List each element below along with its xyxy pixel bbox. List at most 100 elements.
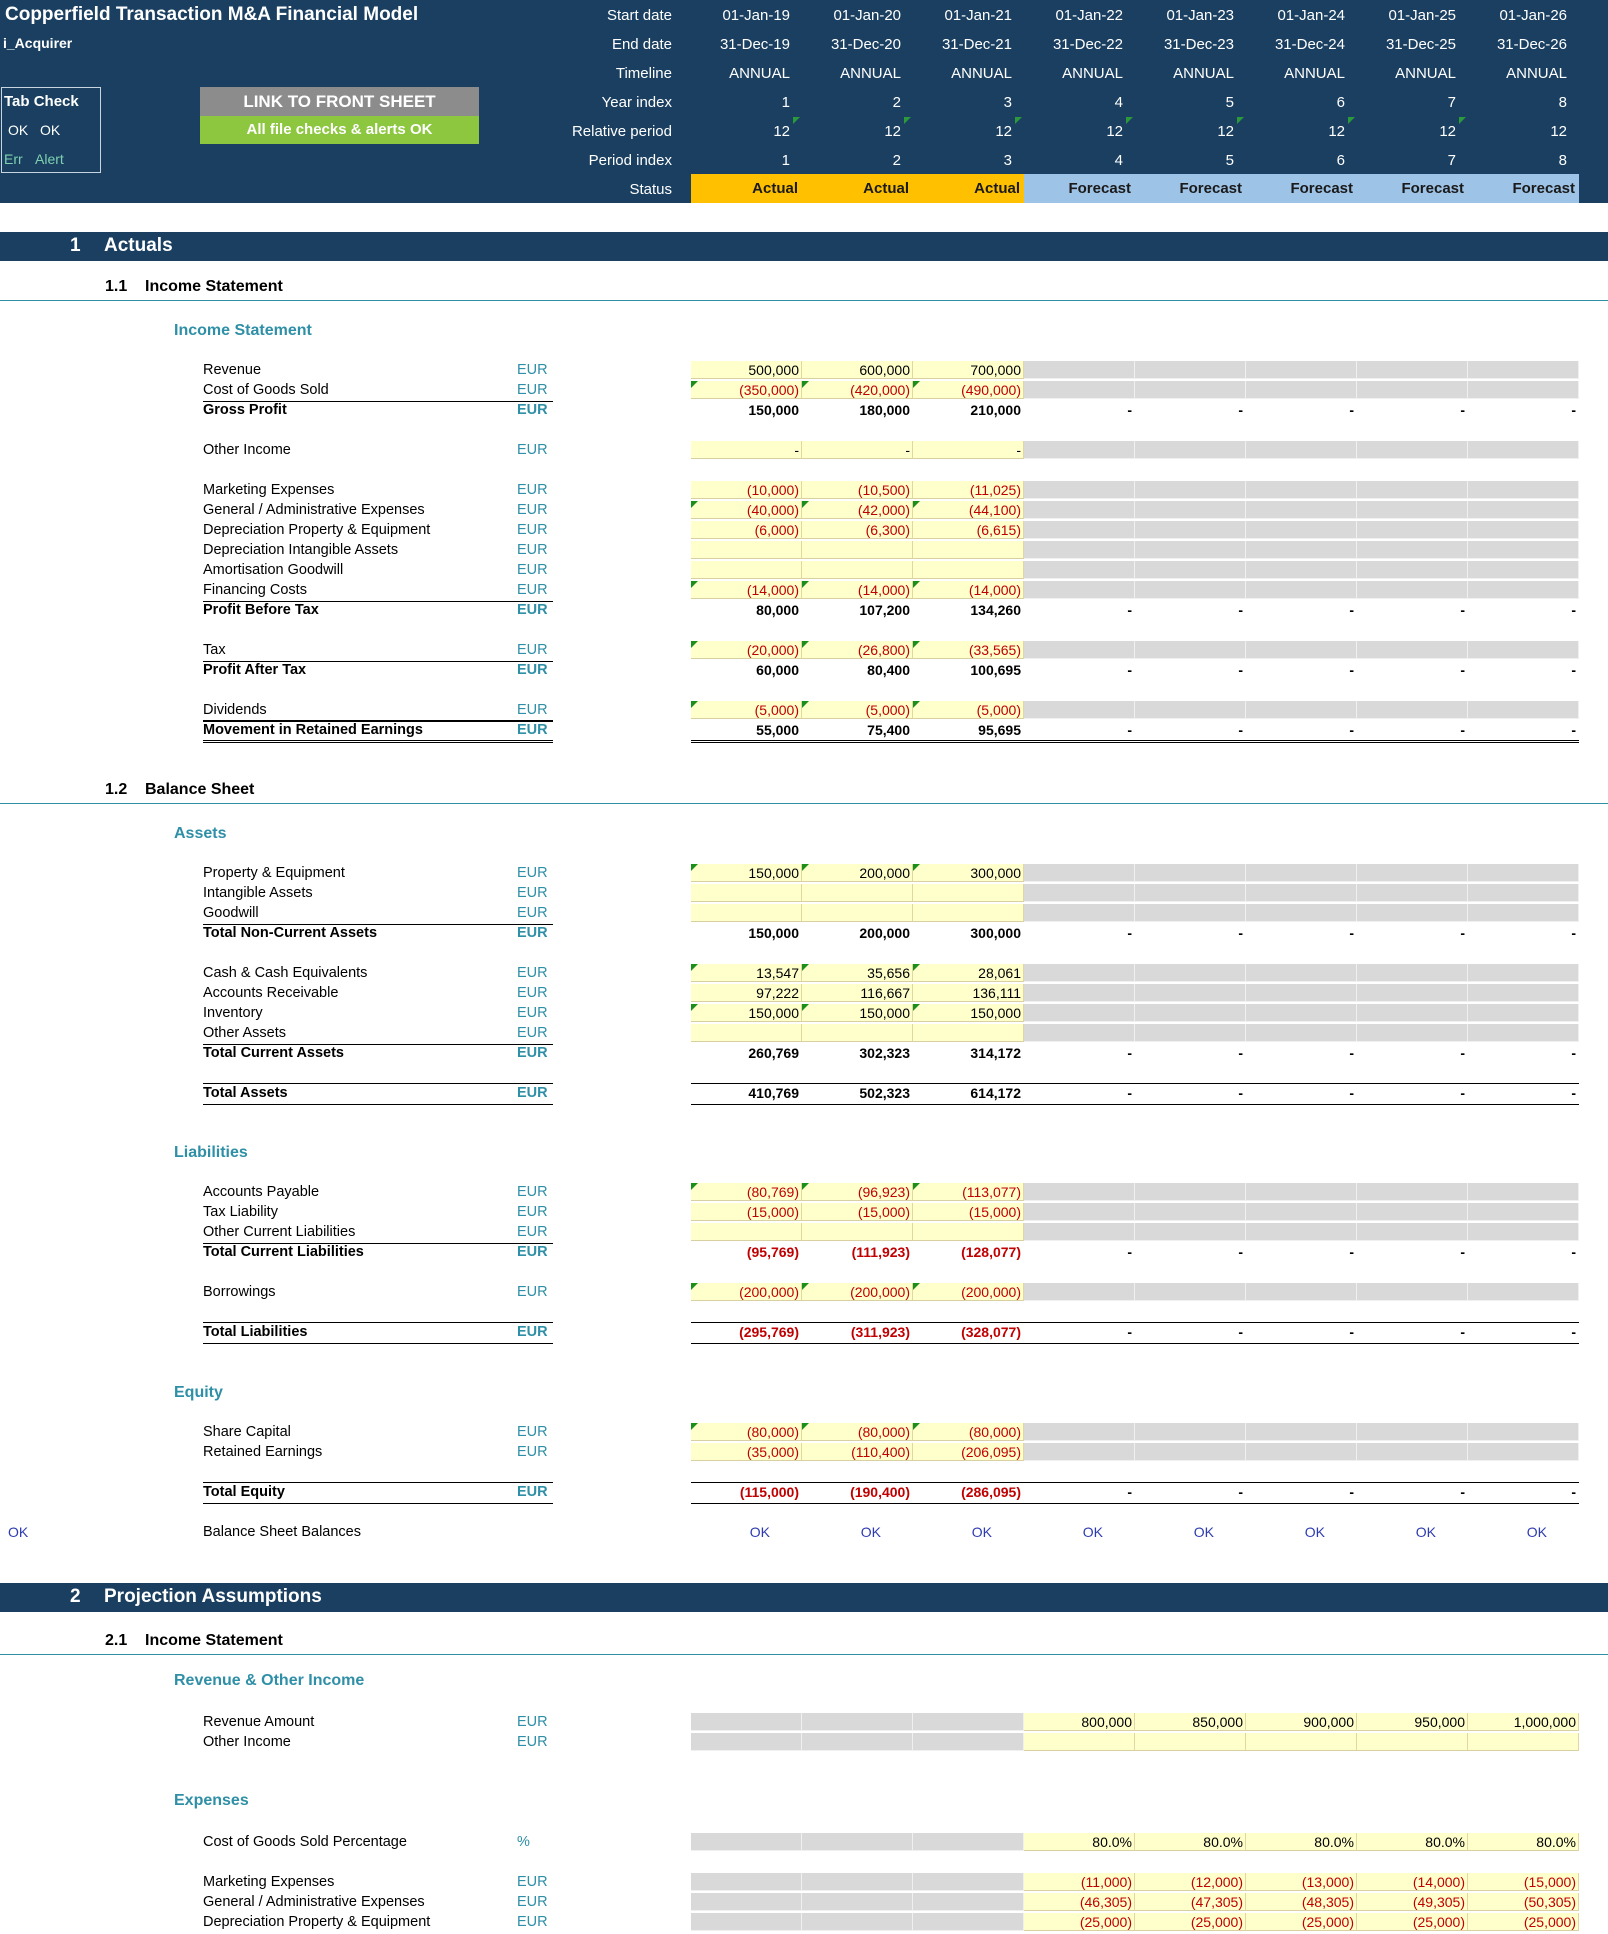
input-cell[interactable] — [913, 381, 1024, 399]
input-cell[interactable] — [1246, 1873, 1357, 1891]
input-cell[interactable] — [1024, 1893, 1135, 1911]
input-cell[interactable] — [802, 964, 913, 982]
input-cell[interactable] — [913, 1024, 1024, 1042]
input-cell[interactable] — [802, 361, 913, 379]
input-cell[interactable] — [913, 501, 1024, 519]
input-cell[interactable] — [1246, 1913, 1357, 1931]
input-cell[interactable] — [802, 481, 913, 499]
input-cell[interactable] — [1024, 1873, 1135, 1891]
input-cell[interactable] — [913, 701, 1024, 719]
input-cell[interactable] — [691, 701, 802, 719]
input-cell[interactable] — [691, 984, 802, 1002]
input-cell[interactable] — [691, 361, 802, 379]
input-cell[interactable] — [802, 441, 913, 459]
input-cell[interactable] — [691, 501, 802, 519]
input-cell[interactable] — [1024, 1913, 1135, 1931]
input-cell[interactable] — [691, 561, 802, 579]
input-cell[interactable] — [1357, 1733, 1468, 1751]
input-cell[interactable] — [691, 541, 802, 559]
input-cell[interactable] — [691, 1024, 802, 1042]
input-cell[interactable] — [802, 541, 913, 559]
input-cell[interactable] — [691, 581, 802, 599]
input-cell[interactable] — [691, 441, 802, 459]
input-cell[interactable] — [1357, 1713, 1468, 1731]
input-cell[interactable] — [913, 1443, 1024, 1461]
input-cell[interactable] — [802, 1443, 913, 1461]
input-cell[interactable] — [1024, 1833, 1135, 1851]
input-cell[interactable] — [1246, 1893, 1357, 1911]
input-cell[interactable] — [691, 1443, 802, 1461]
input-cell[interactable] — [1135, 1713, 1246, 1731]
input-cell[interactable] — [1468, 1893, 1579, 1911]
input-cell[interactable] — [802, 1283, 913, 1301]
input-cell[interactable] — [691, 1223, 802, 1241]
input-cell[interactable] — [1135, 1873, 1246, 1891]
input-cell[interactable] — [913, 441, 1024, 459]
input-cell[interactable] — [913, 581, 1024, 599]
input-cell[interactable] — [1468, 1713, 1579, 1731]
input-cell[interactable] — [1246, 1833, 1357, 1851]
input-cell[interactable] — [1357, 1893, 1468, 1911]
input-cell[interactable] — [913, 1423, 1024, 1441]
input-cell[interactable] — [802, 1423, 913, 1441]
input-cell[interactable] — [913, 641, 1024, 659]
input-cell[interactable] — [802, 1223, 913, 1241]
input-cell[interactable] — [1135, 1893, 1246, 1911]
input-cell[interactable] — [802, 561, 913, 579]
input-cell[interactable] — [691, 521, 802, 539]
input-cell[interactable] — [691, 904, 802, 922]
input-cell[interactable] — [913, 964, 1024, 982]
input-cell[interactable] — [691, 1283, 802, 1301]
input-cell[interactable] — [691, 481, 802, 499]
input-cell[interactable] — [691, 1203, 802, 1221]
input-cell[interactable] — [1246, 1713, 1357, 1731]
input-cell[interactable] — [1468, 1833, 1579, 1851]
input-cell[interactable] — [691, 964, 802, 982]
input-cell[interactable] — [802, 1183, 913, 1201]
input-cell[interactable] — [1135, 1833, 1246, 1851]
input-cell[interactable] — [691, 641, 802, 659]
input-cell[interactable] — [1024, 1713, 1135, 1731]
input-cell[interactable] — [802, 864, 913, 882]
input-cell[interactable] — [691, 1183, 802, 1201]
input-cell[interactable] — [913, 1183, 1024, 1201]
input-cell[interactable] — [802, 501, 913, 519]
input-cell[interactable] — [1357, 1913, 1468, 1931]
input-cell[interactable] — [1024, 1733, 1135, 1751]
input-cell[interactable] — [802, 1203, 913, 1221]
input-cell[interactable] — [691, 1423, 802, 1441]
input-cell[interactable] — [913, 904, 1024, 922]
input-cell[interactable] — [802, 904, 913, 922]
input-cell[interactable] — [802, 984, 913, 1002]
input-cell[interactable] — [802, 884, 913, 902]
input-cell[interactable] — [1357, 1873, 1468, 1891]
input-cell[interactable] — [1468, 1733, 1579, 1751]
input-cell[interactable] — [913, 481, 1024, 499]
input-cell[interactable] — [802, 381, 913, 399]
input-cell[interactable] — [1468, 1913, 1579, 1931]
input-cell[interactable] — [1357, 1833, 1468, 1851]
input-cell[interactable] — [913, 884, 1024, 902]
input-cell[interactable] — [1135, 1733, 1246, 1751]
input-cell[interactable] — [913, 864, 1024, 882]
input-cell[interactable] — [913, 521, 1024, 539]
input-cell[interactable] — [1246, 1733, 1357, 1751]
input-cell[interactable] — [913, 541, 1024, 559]
input-cell[interactable] — [802, 1024, 913, 1042]
input-cell[interactable] — [802, 521, 913, 539]
input-cell[interactable] — [913, 1283, 1024, 1301]
input-cell[interactable] — [1468, 1873, 1579, 1891]
input-cell[interactable] — [802, 701, 913, 719]
input-cell[interactable] — [691, 884, 802, 902]
link-to-front-sheet-button[interactable]: LINK TO FRONT SHEET — [200, 87, 479, 116]
input-cell[interactable] — [913, 561, 1024, 579]
input-cell[interactable] — [913, 1203, 1024, 1221]
input-cell[interactable] — [802, 1004, 913, 1022]
input-cell[interactable] — [691, 864, 802, 882]
input-cell[interactable] — [802, 641, 913, 659]
input-cell[interactable] — [1135, 1913, 1246, 1931]
input-cell[interactable] — [802, 581, 913, 599]
input-cell[interactable] — [913, 1223, 1024, 1241]
input-cell[interactable] — [913, 1004, 1024, 1022]
input-cell[interactable] — [691, 381, 802, 399]
